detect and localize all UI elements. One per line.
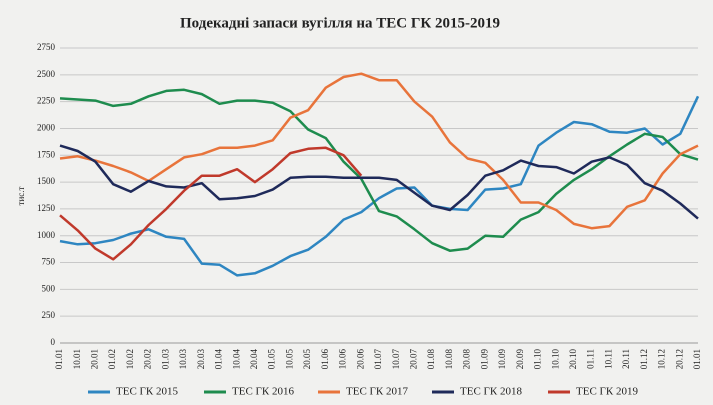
x-tick-label: 01.06 bbox=[320, 349, 330, 370]
series-line bbox=[59, 144, 699, 220]
x-tick-label: 01.03 bbox=[160, 349, 170, 370]
x-tick-label: 20.09 bbox=[515, 349, 525, 370]
x-tick-label: 01.07 bbox=[373, 349, 383, 370]
y-tick-label: 1500 bbox=[37, 176, 56, 186]
x-tick-label: 01.04 bbox=[214, 349, 224, 370]
y-tick-label: 2250 bbox=[37, 96, 56, 106]
y-tick-label: 1000 bbox=[37, 230, 56, 240]
series-line bbox=[59, 72, 699, 230]
x-tick-label: 20.11 bbox=[621, 349, 631, 369]
y-tick-label: 1250 bbox=[37, 203, 56, 213]
x-tick-label: 01.05 bbox=[267, 349, 277, 370]
x-tick-label: 20.10 bbox=[568, 349, 578, 370]
x-tick-label: 10.11 bbox=[603, 349, 613, 369]
chart-title: Подекадні запаси вугілля на ТЕС ГК 2015-… bbox=[180, 15, 500, 31]
x-tick-label: 01.11 bbox=[586, 349, 596, 369]
x-tick-label: 01.01 bbox=[692, 349, 702, 369]
x-tick-label: 01.09 bbox=[479, 349, 489, 370]
x-tick-label: 10.04 bbox=[231, 349, 241, 370]
x-tick-label: 10.08 bbox=[444, 349, 454, 370]
x-tick-label: 20.12 bbox=[674, 349, 684, 369]
y-tick-label: 250 bbox=[42, 310, 56, 320]
y-tick-label: 750 bbox=[42, 257, 56, 267]
legend-label: ТЕС ГК 2017 bbox=[346, 386, 408, 398]
x-tick-label: 20.08 bbox=[462, 349, 472, 370]
x-tick-label: 01.01 bbox=[54, 349, 64, 369]
series-line bbox=[59, 146, 363, 261]
x-tick-label: 10.10 bbox=[550, 349, 560, 370]
series-line bbox=[59, 95, 700, 277]
x-tick-label: 10.12 bbox=[657, 349, 667, 369]
series-line bbox=[59, 88, 699, 252]
x-tick-label: 01.12 bbox=[639, 349, 649, 369]
x-tick-label: 10.02 bbox=[125, 349, 135, 369]
x-tick-label: 20.01 bbox=[90, 349, 100, 369]
y-tick-label: 2500 bbox=[37, 69, 56, 79]
x-tick-label: 01.10 bbox=[533, 349, 543, 370]
x-tick-label: 10.07 bbox=[391, 349, 401, 370]
x-tick-label: 20.07 bbox=[409, 349, 419, 370]
legend-label: ТЕС ГК 2016 bbox=[232, 386, 294, 398]
legend-label: ТЕС ГК 2018 bbox=[460, 386, 522, 398]
y-tick-label: 0 bbox=[51, 337, 56, 347]
x-tick-label: 01.08 bbox=[426, 349, 436, 370]
x-tick-label: 20.06 bbox=[355, 349, 365, 370]
y-tick-label: 500 bbox=[42, 283, 56, 293]
x-tick-label: 10.09 bbox=[497, 349, 507, 370]
y-axis-label: тис.т bbox=[16, 186, 26, 205]
legend-label: ТЕС ГК 2015 bbox=[116, 386, 178, 398]
y-tick-label: 2000 bbox=[37, 123, 56, 133]
legend-label: ТЕС ГК 2019 bbox=[576, 386, 638, 398]
x-tick-label: 10.06 bbox=[338, 349, 348, 370]
x-tick-label: 20.05 bbox=[302, 349, 312, 370]
x-tick-label: 10.05 bbox=[284, 349, 294, 370]
y-tick-label: 2750 bbox=[37, 42, 56, 52]
x-tick-label: 10.03 bbox=[178, 349, 188, 370]
x-tick-label: 10.01 bbox=[72, 349, 82, 369]
x-tick-label: 01.02 bbox=[107, 349, 117, 369]
x-tick-label: 20.02 bbox=[143, 349, 153, 369]
y-tick-label: 1750 bbox=[37, 149, 56, 159]
x-tick-label: 20.03 bbox=[196, 349, 206, 370]
x-tick-label: 20.04 bbox=[249, 349, 259, 370]
